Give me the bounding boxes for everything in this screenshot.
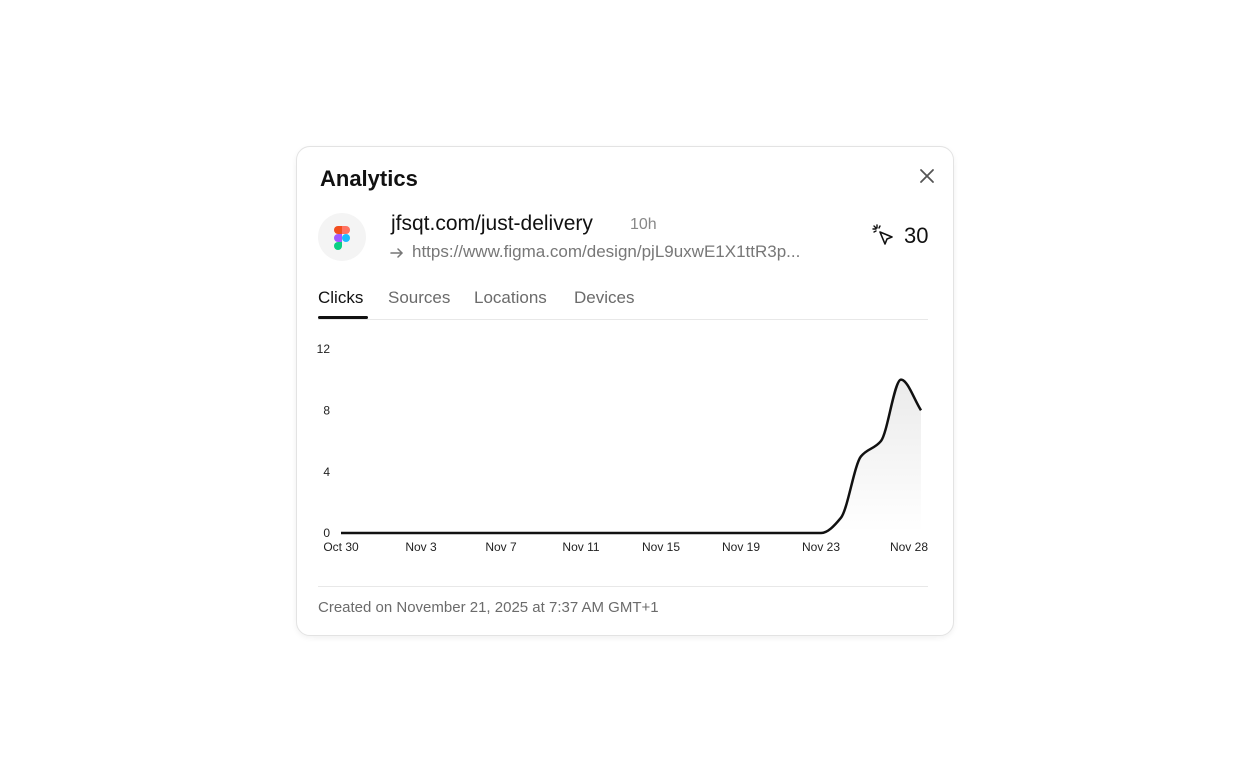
destination-url[interactable]: https://www.figma.com/design/pjL9uxwE1X1…: [412, 242, 801, 261]
x-tick-label: Nov 23: [802, 540, 840, 554]
tab-sources[interactable]: Sources: [388, 288, 451, 307]
tab-divider: [318, 319, 928, 320]
active-tab-indicator: [318, 316, 368, 319]
tab-devices[interactable]: Devices: [574, 288, 635, 307]
arrow-icon: [390, 248, 404, 258]
y-tick-label: 4: [323, 465, 330, 479]
short-link[interactable]: jfsqt.com/just-delivery: [391, 212, 593, 235]
close-button[interactable]: [917, 166, 937, 186]
y-tick-label: 8: [323, 404, 330, 418]
analytics-dialog: [296, 146, 954, 636]
area: [341, 379, 921, 533]
tab-clicks[interactable]: Clicks: [318, 288, 364, 307]
click-icon: [872, 224, 893, 245]
x-tick-label: Nov 15: [642, 540, 680, 554]
created-note: Created on November 21, 2025 at 7:37 AM …: [318, 599, 659, 616]
x-tick-label: Nov 19: [722, 540, 760, 554]
x-tick-label: Nov 7: [485, 540, 517, 554]
link-age: 10h: [630, 216, 657, 233]
x-tick-label: Nov 3: [405, 540, 437, 554]
y-tick-label: 12: [317, 342, 331, 356]
site-icon: [318, 213, 366, 261]
x-tick-label: Nov 11: [562, 540, 599, 554]
dialog-title: Analytics: [320, 166, 418, 191]
footer-divider: [318, 586, 928, 587]
y-tick-label: 0: [323, 526, 330, 540]
x-tick-label: Nov 28: [890, 540, 928, 554]
click-count: 30: [904, 223, 929, 248]
line: [341, 378, 923, 535]
x-tick-label: Oct 30: [323, 540, 359, 554]
tab-locations[interactable]: Locations: [474, 288, 547, 307]
